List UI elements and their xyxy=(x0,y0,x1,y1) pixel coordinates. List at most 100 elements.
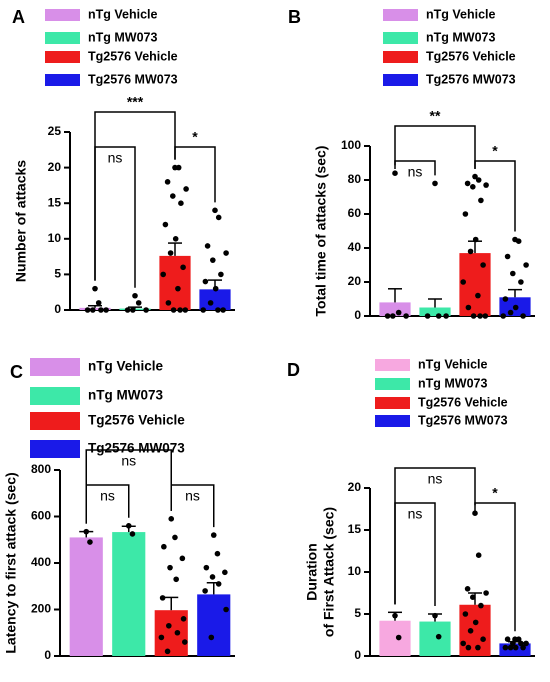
data-point xyxy=(403,313,409,319)
legend-label: Tg2576 Vehicle xyxy=(88,49,178,63)
data-point xyxy=(483,182,489,188)
significance-label: ** xyxy=(430,108,441,124)
data-point xyxy=(175,285,181,292)
data-point xyxy=(518,279,524,285)
data-point xyxy=(207,300,214,306)
legend-label: nTg Vehicle xyxy=(88,7,158,21)
data-point xyxy=(512,644,519,651)
legend-swatch xyxy=(383,32,418,44)
data-point xyxy=(167,564,173,571)
data-point xyxy=(480,636,486,642)
data-point xyxy=(470,594,476,600)
data-point xyxy=(218,271,224,278)
data-point xyxy=(103,307,109,313)
data-point xyxy=(390,313,396,319)
legend-swatch xyxy=(383,74,418,86)
data-point xyxy=(475,552,482,558)
data-point xyxy=(180,616,187,622)
legend-label: nTg MW073 xyxy=(426,30,495,44)
data-point xyxy=(435,633,442,640)
y-tick-label: 25 xyxy=(48,124,62,138)
significance-bracket xyxy=(394,125,476,169)
data-point xyxy=(180,264,186,271)
data-point xyxy=(462,611,469,617)
data-point xyxy=(173,576,179,583)
data-point xyxy=(518,640,524,647)
y-tick-label: 40 xyxy=(348,240,362,254)
bar xyxy=(199,289,231,310)
data-point xyxy=(502,296,509,302)
y-axis-label: Total time of attacks (sec) xyxy=(313,146,329,317)
data-point xyxy=(208,634,215,641)
data-point xyxy=(92,285,98,292)
panel-label: A xyxy=(12,7,25,27)
data-point xyxy=(223,606,229,613)
data-point xyxy=(209,574,216,580)
legend-label: nTg Vehicle xyxy=(418,357,488,371)
significance-bracket xyxy=(174,146,216,203)
data-point xyxy=(478,197,484,204)
y-tick-label: 60 xyxy=(348,206,362,220)
data-point xyxy=(164,648,171,655)
panel-label: B xyxy=(288,7,301,27)
significance-bracket xyxy=(85,449,172,524)
data-point xyxy=(475,177,482,183)
legend-swatch xyxy=(375,359,410,371)
data-point xyxy=(87,539,93,545)
data-point xyxy=(510,640,516,647)
bar xyxy=(379,302,411,316)
significance-bracket xyxy=(94,111,176,281)
significance-label: * xyxy=(192,129,198,145)
y-axis-label: Duration xyxy=(304,543,320,601)
data-point xyxy=(475,292,481,299)
significance-bracket xyxy=(474,502,516,632)
y-axis-label: of First Attack (sec) xyxy=(321,507,337,637)
legend-label: Tg2576 Vehicle xyxy=(426,49,516,63)
y-tick-label: 20 xyxy=(348,274,362,288)
data-point xyxy=(477,313,483,319)
y-tick-label: 20 xyxy=(348,480,362,494)
data-point xyxy=(464,180,471,187)
data-point xyxy=(178,200,184,206)
data-point xyxy=(175,164,182,171)
data-point xyxy=(200,307,206,313)
data-point xyxy=(167,250,174,256)
legend-label: Tg2576 Vehicle xyxy=(88,413,185,428)
data-point xyxy=(462,211,469,217)
data-point xyxy=(164,179,171,185)
data-point xyxy=(460,279,466,285)
legend-label: Tg2576 MW073 xyxy=(418,413,508,427)
y-tick-label: 15 xyxy=(348,522,362,536)
y-tick-label: 0 xyxy=(354,308,361,322)
data-point xyxy=(480,262,486,268)
data-point xyxy=(202,278,209,285)
y-tick-label: 20 xyxy=(48,160,62,174)
significance-label: *** xyxy=(127,94,144,110)
data-point xyxy=(432,612,438,619)
bar xyxy=(419,307,451,316)
data-point xyxy=(129,531,136,537)
data-point xyxy=(203,564,210,571)
legend-swatch xyxy=(383,9,418,21)
legend-label: nTg Vehicle xyxy=(426,7,496,21)
y-tick-label: 200 xyxy=(31,602,51,616)
data-point xyxy=(470,313,477,319)
data-point xyxy=(158,634,165,641)
data-point xyxy=(124,307,131,313)
data-point xyxy=(515,238,522,244)
data-point xyxy=(215,307,221,313)
data-point xyxy=(204,243,211,249)
data-point xyxy=(143,307,149,313)
data-point xyxy=(384,313,391,319)
y-axis-label: Number of attacks xyxy=(13,160,29,282)
legend-swatch xyxy=(45,32,80,44)
data-point xyxy=(210,532,217,538)
data-point xyxy=(182,307,189,313)
legend-label: nTg MW073 xyxy=(88,388,163,403)
data-point xyxy=(172,236,179,242)
data-point xyxy=(84,307,91,313)
